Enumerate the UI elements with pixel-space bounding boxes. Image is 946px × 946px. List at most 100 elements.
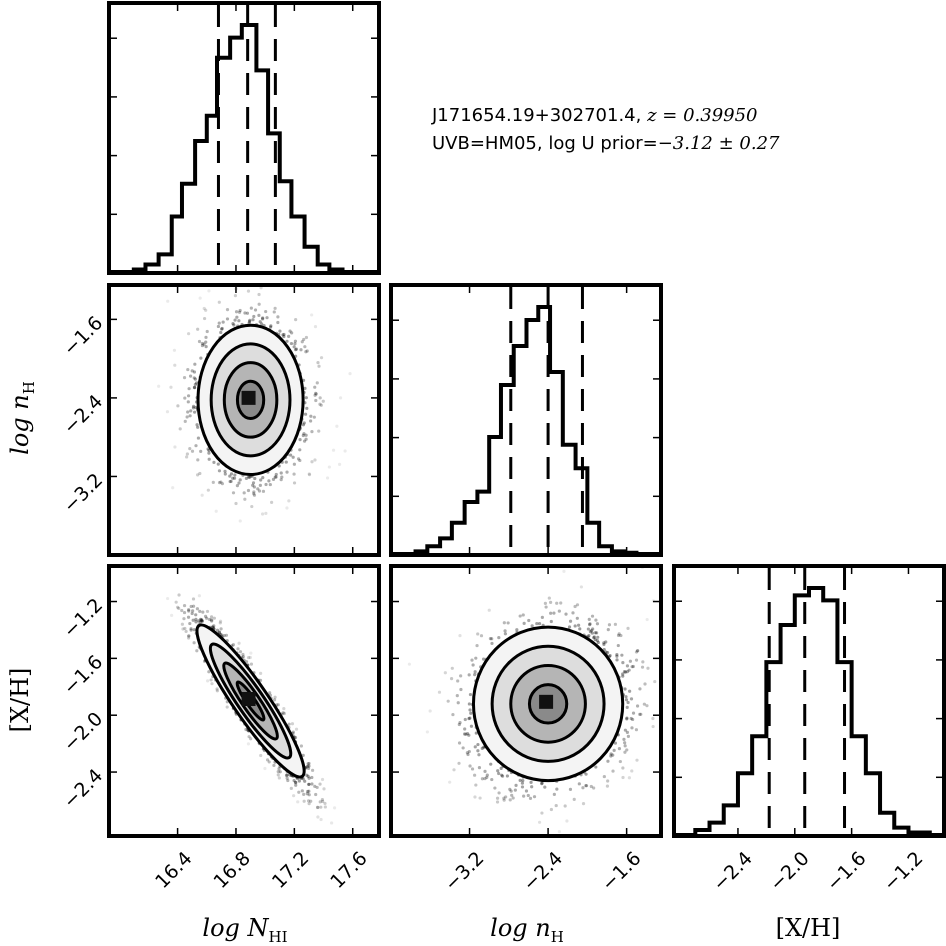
sample-point bbox=[621, 674, 625, 678]
sample-point bbox=[535, 621, 539, 626]
sample-point bbox=[276, 770, 280, 774]
sample-point bbox=[467, 673, 471, 677]
sample-point bbox=[483, 776, 487, 781]
sample-point bbox=[243, 497, 247, 501]
sample-point bbox=[193, 410, 197, 414]
sample-point bbox=[612, 748, 616, 752]
joint-logNHI-lognH-frame bbox=[107, 283, 381, 557]
sample-point bbox=[285, 470, 289, 474]
sample-point bbox=[292, 462, 296, 466]
sample-point bbox=[540, 615, 544, 619]
sample-point bbox=[319, 805, 323, 809]
sample-point bbox=[596, 640, 600, 645]
sample-point bbox=[176, 404, 180, 408]
sample-point bbox=[298, 448, 302, 452]
sample-point bbox=[194, 444, 198, 448]
sample-point bbox=[634, 658, 639, 662]
sample-point bbox=[307, 764, 311, 768]
sample-point bbox=[199, 356, 203, 360]
sample-point bbox=[522, 794, 526, 798]
sample-point bbox=[313, 325, 318, 329]
sample-point bbox=[473, 795, 477, 799]
sample-point bbox=[207, 289, 211, 293]
sample-point bbox=[223, 469, 227, 473]
sample-point bbox=[260, 512, 265, 516]
sample-point bbox=[170, 613, 174, 617]
sample-point bbox=[235, 484, 239, 488]
sample-point bbox=[302, 432, 306, 436]
sample-point bbox=[300, 340, 304, 344]
sample-point bbox=[257, 302, 261, 306]
sample-point bbox=[307, 782, 311, 787]
sample-point bbox=[518, 778, 522, 783]
sample-point bbox=[319, 817, 323, 822]
sample-point bbox=[623, 741, 627, 745]
sample-point bbox=[325, 476, 330, 480]
sample-point bbox=[348, 371, 352, 376]
sample-point bbox=[257, 313, 261, 317]
sample-point bbox=[307, 473, 312, 477]
sample-point bbox=[463, 727, 467, 731]
sample-point bbox=[307, 793, 311, 797]
sample-point bbox=[304, 396, 308, 400]
sample-point bbox=[249, 737, 253, 741]
sample-point bbox=[273, 475, 277, 479]
sample-point bbox=[296, 457, 301, 461]
sample-point bbox=[246, 488, 251, 493]
sample-point bbox=[588, 622, 592, 626]
sample-point bbox=[265, 758, 270, 762]
sample-point bbox=[177, 606, 181, 610]
sample-point bbox=[194, 381, 199, 385]
sample-point bbox=[235, 315, 239, 319]
sample-point bbox=[195, 649, 199, 653]
hist-logNHI-frame bbox=[107, 1, 381, 275]
sample-point bbox=[289, 786, 293, 790]
sample-point bbox=[187, 636, 191, 640]
sample-point bbox=[303, 345, 307, 349]
sample-point bbox=[465, 732, 470, 736]
sample-point bbox=[188, 621, 192, 626]
hist-bar bbox=[230, 38, 242, 272]
sample-point bbox=[299, 744, 304, 748]
sample-point bbox=[247, 475, 251, 479]
sample-point bbox=[200, 343, 205, 348]
sample-point bbox=[338, 396, 343, 400]
sample-point bbox=[202, 316, 207, 321]
sample-point bbox=[228, 474, 232, 478]
x-tick-label: −2.0 bbox=[766, 847, 814, 895]
sample-point bbox=[469, 724, 474, 728]
sample-point bbox=[196, 425, 200, 429]
sample-point bbox=[211, 625, 215, 629]
sample-point bbox=[220, 327, 224, 331]
sample-point bbox=[207, 451, 211, 455]
sample-point bbox=[306, 764, 310, 768]
sample-point bbox=[502, 621, 506, 625]
sample-point bbox=[476, 742, 480, 747]
hist-bar bbox=[852, 736, 866, 835]
sample-point bbox=[473, 773, 477, 777]
sample-point bbox=[314, 392, 318, 396]
sample-point bbox=[301, 423, 306, 427]
sample-point bbox=[540, 782, 544, 786]
sample-point bbox=[635, 649, 640, 653]
hist-bar bbox=[752, 736, 766, 835]
sample-point bbox=[335, 424, 339, 428]
hist-bar bbox=[724, 805, 738, 835]
sample-point bbox=[549, 807, 554, 812]
sample-point bbox=[605, 784, 610, 788]
sample-point bbox=[581, 786, 585, 790]
sample-point bbox=[307, 472, 311, 476]
sample-point bbox=[473, 745, 477, 749]
sample-point bbox=[180, 608, 184, 613]
sample-point bbox=[247, 735, 251, 739]
sample-point bbox=[594, 618, 598, 622]
sample-point bbox=[173, 445, 177, 449]
sample-point bbox=[307, 782, 311, 786]
x-tick-label: −2.4 bbox=[519, 847, 567, 895]
sample-point bbox=[622, 737, 626, 741]
sample-point bbox=[592, 636, 596, 640]
sample-point bbox=[220, 482, 225, 486]
sample-point bbox=[337, 462, 342, 466]
sample-point bbox=[284, 460, 288, 464]
sample-point bbox=[285, 506, 289, 510]
